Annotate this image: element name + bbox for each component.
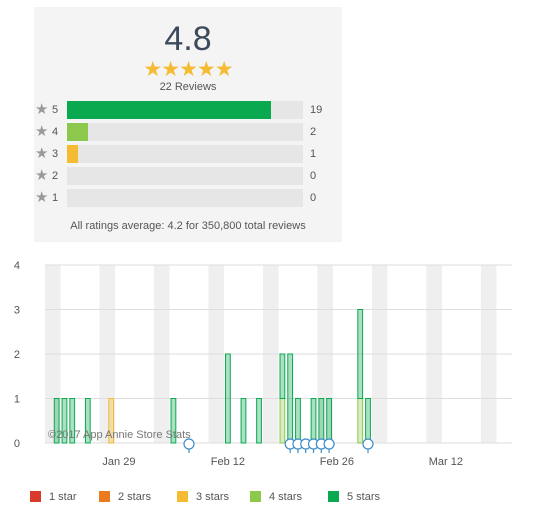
y-tick-label: 1 (14, 394, 20, 406)
rating-row-2: ★ 2 0 (34, 167, 342, 185)
legend-label: 3 stars (196, 491, 230, 503)
ratings-over-time-chart: 0 1 2 3 4 Jan 29 Feb 12 Feb 26 Mar 12 ©2017 App A… (14, 260, 512, 468)
rating-bar-track (67, 123, 303, 141)
rating-row-3: ★ 3 1 (34, 145, 342, 163)
rating-level-label: 4 (52, 126, 59, 138)
all-ratings-average: All ratings average: 4.2 for 350,800 tot… (70, 220, 306, 232)
legend-swatch (99, 491, 110, 502)
rating-bar-fill (67, 101, 271, 119)
legend-label: 2 stars (118, 491, 152, 503)
bar-5-stars (365, 398, 371, 444)
rating-level-label: 5 (52, 104, 59, 116)
rating-count: 0 (310, 170, 317, 182)
x-tick-label: Mar 12 (429, 456, 463, 468)
rating-bar-track (67, 167, 303, 185)
y-tick-label: 0 (14, 438, 20, 450)
star-icon: ★ (35, 123, 49, 140)
legend-label: 5 stars (347, 491, 381, 503)
average-stars-icon: ★★★★★ (143, 58, 233, 81)
rating-bar-track (67, 101, 303, 119)
bar-5-stars (84, 398, 91, 444)
rating-level-label: 2 (52, 170, 59, 182)
average-rating: 4.8 (164, 20, 212, 58)
rating-level-label: 3 (52, 148, 59, 160)
rating-bar-track (67, 189, 303, 207)
rating-count: 1 (310, 148, 317, 160)
star-icon: ★ (35, 167, 49, 184)
annotation-marker-icon (183, 438, 195, 450)
y-tick-label: 3 (14, 305, 20, 317)
rating-bar-fill (67, 123, 89, 141)
rating-row-4: ★ 4 2 (34, 123, 342, 141)
bar-5-stars (318, 398, 325, 444)
annotation-marker-icon (323, 438, 335, 450)
legend-swatch (250, 491, 261, 502)
bar-5-stars (53, 398, 60, 444)
y-tick-label: 4 (14, 260, 20, 272)
rating-bar-track (67, 145, 303, 163)
rating-summary-panel: 4.8 ★★★★★ 22 Reviews ★ 5 19 ★ 4 2 ★ 3 1 ★ 2 0 ★ 1 0 Al… (34, 7, 342, 242)
legend-swatch (177, 491, 188, 502)
rating-count: 0 (310, 192, 317, 204)
annotation-marker-icon (362, 438, 374, 450)
bar-5-stars (225, 353, 231, 444)
bar-5-stars (326, 398, 332, 444)
reviews-count: 22 Reviews (159, 81, 217, 93)
watermark: ©2017 App Annie Store Stats (48, 429, 191, 441)
bar-5-stars (357, 309, 364, 399)
x-tick-label: Feb 26 (320, 456, 354, 468)
star-icon: ★ (35, 189, 49, 206)
bar-5-stars (61, 398, 68, 444)
bar-5-stars (310, 398, 317, 444)
star-icon: ★ (35, 101, 49, 118)
bar-5-stars (279, 353, 286, 399)
legend-label: 1 star (49, 491, 77, 503)
bar-3-stars (108, 398, 115, 444)
bar-5-stars (240, 398, 247, 444)
rating-count: 2 (310, 126, 317, 138)
bar-5-stars (287, 353, 294, 444)
legend-label: 4 stars (269, 491, 303, 503)
bar-4-stars (279, 398, 286, 444)
rating-bar-fill (67, 145, 78, 163)
bar-5-stars (69, 398, 76, 444)
rating-count: 19 (310, 104, 323, 116)
bar-5-stars (295, 398, 301, 444)
rating-level-label: 1 (52, 192, 59, 204)
x-tick-label: Jan 29 (102, 456, 135, 468)
legend-swatch (328, 491, 339, 502)
bar-4-stars (357, 398, 364, 444)
legend-swatch (30, 491, 41, 502)
rating-row-1: ★ 1 0 (34, 189, 342, 207)
x-tick-label: Feb 12 (211, 456, 245, 468)
bar-5-stars (256, 398, 262, 444)
bar-5-stars (170, 398, 177, 444)
star-icon: ★ (35, 145, 49, 162)
y-tick-label: 2 (14, 349, 20, 361)
rating-row-5: ★ 5 19 (34, 101, 342, 119)
